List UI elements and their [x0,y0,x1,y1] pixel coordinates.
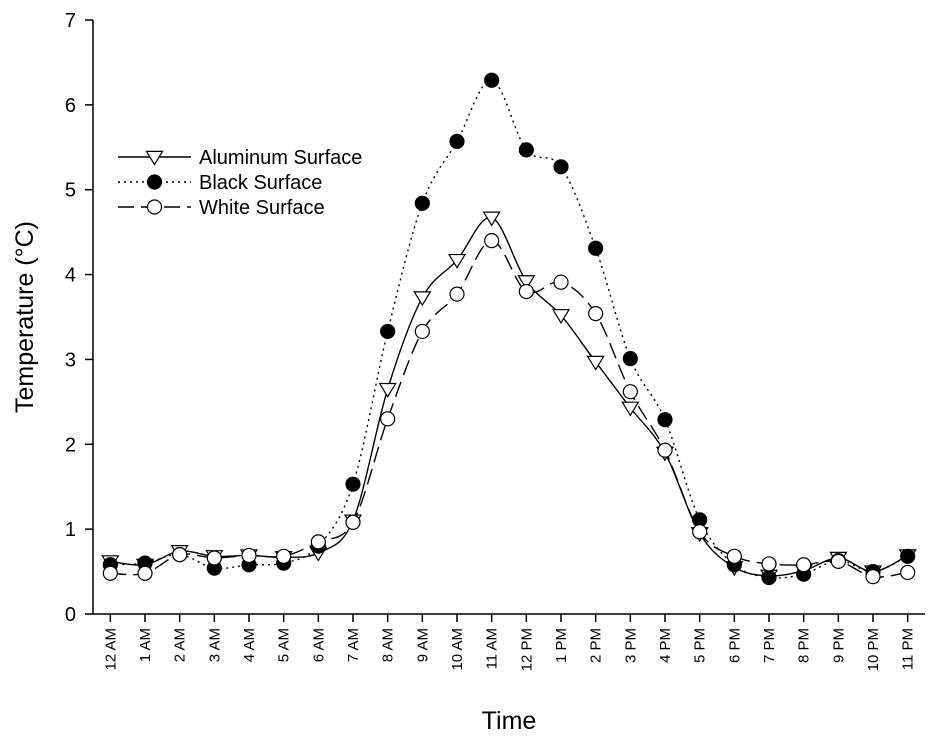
data-point [449,133,465,149]
series [101,72,917,586]
x-tick-label: 4 PM [657,628,674,663]
x-tick-label: 11 PM [900,628,917,670]
legend: Aluminum Surface Black Surface White Surfa… [118,147,362,219]
legend-label: Aluminum Surface [199,147,362,169]
x-tick-label: 6 AM [310,628,327,662]
y-axis-ticks: 0 1 2 3 4 5 6 7 [65,10,93,626]
data-point [586,355,605,371]
x-axis-ticks: 12 AM 1 AM 2 AM 3 AM 4 AM 5 AM 6 AM 7 AM 8 AM 9 A… [102,614,917,671]
series-line [110,239,908,578]
legend-marker [146,174,163,190]
data-point [380,411,396,427]
data-point [241,547,257,564]
x-tick-label: 8 PM [796,628,813,663]
data-point [692,524,708,540]
y-tick-label: 3 [65,349,76,371]
series-3 [102,233,916,585]
y-axis-title: Temperature (°C) [11,221,39,413]
x-tick-label: 11 AM [484,628,501,669]
data-point [449,286,465,302]
data-point [484,72,500,88]
data-point [796,557,812,573]
y-tick-label: 7 [65,10,76,32]
x-tick-label: 4 AM [241,628,258,662]
x-tick-label: 1 AM [137,628,154,662]
data-point [657,412,673,428]
data-point [726,548,742,564]
y-tick-label: 0 [65,604,76,626]
x-tick-label: 5 PM [692,628,709,663]
data-point [900,564,916,581]
data-point [345,476,361,492]
x-tick-label: 5 AM [276,628,293,662]
x-tick-label: 7 AM [345,628,362,662]
data-point [865,569,881,585]
data-point [413,291,432,307]
x-tick-label: 10 PM [865,628,882,671]
legend-label: Black Surface [199,172,322,194]
data-point [622,384,638,400]
y-tick-label: 5 [65,180,76,202]
axes [92,20,925,615]
x-tick-label: 2 PM [588,628,605,663]
y-tick-label: 2 [65,434,76,456]
data-point [517,275,536,291]
data-point [482,211,501,227]
x-tick-label: 9 AM [414,628,431,662]
data-point [102,565,118,581]
data-point [414,195,430,211]
x-tick-label: 7 PM [761,628,778,663]
x-tick-label: 3 AM [206,628,223,662]
data-point [553,274,569,290]
data-point [447,253,467,269]
data-point [172,546,188,563]
data-point [345,514,361,530]
x-tick-label: 12 PM [518,628,535,671]
series-line [110,217,908,577]
y-tick-label: 4 [65,265,76,287]
data-point [137,565,153,581]
data-point [206,550,222,566]
data-point [518,283,534,300]
data-point [276,548,292,564]
data-point [761,556,777,572]
data-point [588,240,604,256]
data-point [830,553,846,569]
data-point [378,382,397,398]
legend-item: Aluminum Surface [118,147,362,169]
data-point [414,323,430,340]
legend-marker [145,150,164,166]
x-tick-label: 12 AM [102,628,119,671]
data-point [621,401,640,417]
data-point [484,233,500,249]
data-point [622,350,638,367]
x-tick-label: 9 PM [830,628,847,663]
data-point [380,323,396,340]
x-tick-label: 1 PM [553,628,570,663]
data-point [900,548,916,564]
x-tick-label: 3 PM [622,628,639,663]
legend-item: Black Surface [118,172,322,194]
data-point [588,306,604,322]
x-tick-label: 10 AM [449,628,466,671]
data-point [518,142,534,158]
legend-label: White Surface [199,197,325,219]
data-point [551,309,571,325]
x-tick-label: 2 AM [172,628,189,662]
y-tick-label: 6 [65,95,76,117]
series-1 [101,211,917,585]
legend-marker [146,199,163,215]
x-tick-label: 6 PM [726,628,743,663]
legend-item: White Surface [118,197,325,219]
data-point [553,159,569,175]
x-axis-title: Time [482,707,537,735]
y-tick-label: 1 [65,519,76,541]
x-tick-label: 8 AM [380,628,397,662]
data-point [310,534,326,550]
data-point [657,442,673,458]
data-point [761,569,777,586]
